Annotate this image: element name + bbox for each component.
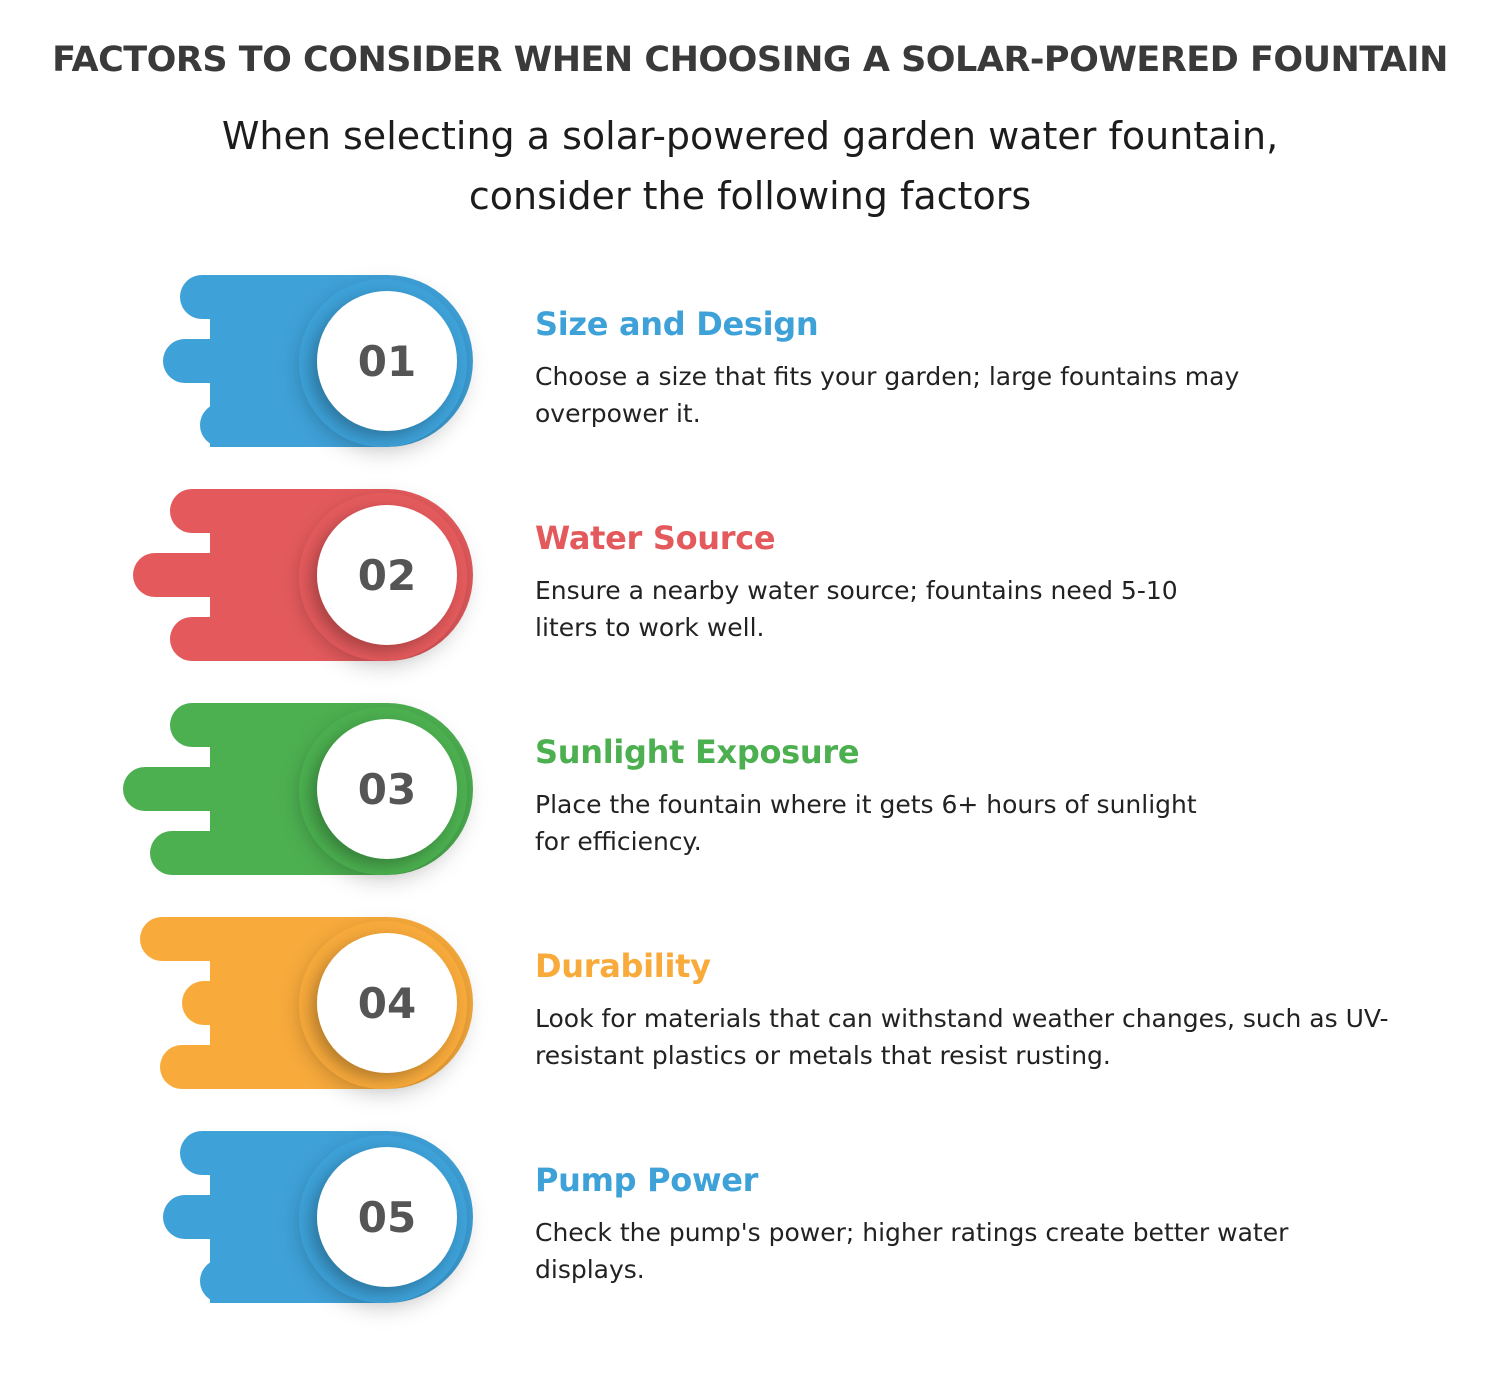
factor-item-4: Durability Look for materials that can w… [535,946,1395,1074]
page-subtitle: When selecting a solar-powered garden wa… [221,114,1279,218]
factor-icon: 03 [123,703,473,875]
factor-heading: Sunlight Exposure [535,733,860,771]
factor-item-1: Size and Design Choose a size that fits … [535,304,1395,432]
factor-item-5: Pump Power Check the pump's power; highe… [535,1160,1395,1288]
number-circle [317,291,457,431]
page-title: FACTORS TO CONSIDER WHEN CHOOSING A SOLA… [52,40,1448,80]
number-circle [317,719,457,859]
factor-heading: Durability [535,947,711,985]
number-circle [317,505,457,645]
factor-number: 01 [358,337,416,386]
factor-heading: Water Source [535,519,776,557]
factor-icon: 05 [163,1131,473,1303]
factor-icon: 01 [163,275,473,447]
factor-number: 03 [358,765,416,814]
factor-description: Place the fountain where it gets 6+ hour… [535,790,1197,856]
factor-icon: 02 [133,489,473,661]
number-circle [317,1147,457,1287]
factor-icon: 04 [140,917,473,1089]
factor-item-2: Water Source Ensure a nearby water sourc… [535,518,1395,646]
number-circle [317,933,457,1073]
factor-description: Look for materials that can withstand we… [535,1004,1389,1070]
factor-description: Choose a size that fits your garden; lar… [535,362,1240,428]
factor-description: Check the pump's power; higher ratings c… [535,1218,1289,1284]
factor-number: 02 [358,551,416,600]
factor-number: 05 [358,1193,416,1242]
factor-description: Ensure a nearby water source; fountains … [535,576,1178,642]
factor-item-3: Sunlight Exposure Place the fountain whe… [535,732,1395,860]
factor-heading: Pump Power [535,1161,759,1199]
factor-number: 04 [358,979,416,1028]
factor-heading: Size and Design [535,305,819,343]
